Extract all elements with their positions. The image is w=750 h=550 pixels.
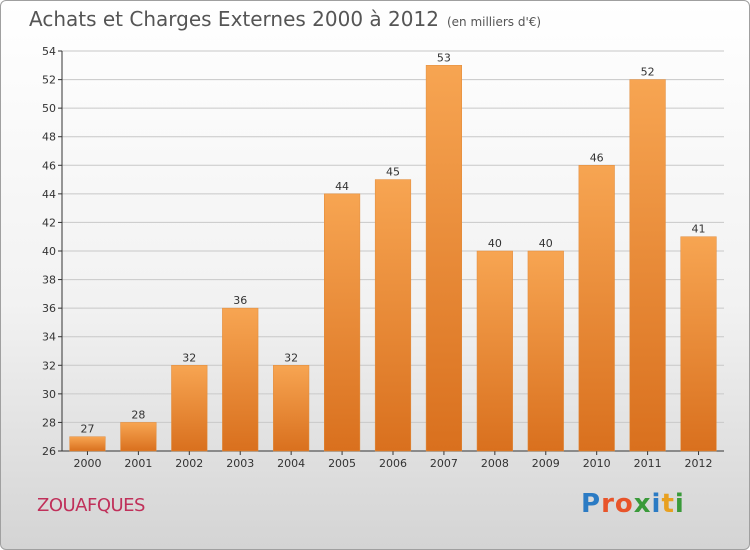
data-label-2004: 32 [284,351,298,364]
data-label-2001: 28 [131,408,145,421]
labels: 26 28 30 32 34 36 38 40 42 44 46 48 50 52 54 27 2000 28 20… [42,45,713,470]
bar-2012 [680,236,717,452]
x-tick-label: 2009 [532,457,560,470]
logo-letter: x [633,489,652,519]
chart-subtitle: (en milliers d'€) [446,15,542,29]
bars [69,65,717,452]
data-label-2006: 45 [386,166,400,179]
bar-2006 [374,179,412,452]
data-label-2000: 27 [80,423,94,436]
y-tick-label: 52 [42,74,56,87]
x-tick-label: 2001 [124,457,152,470]
bar-2003 [222,307,259,452]
x-tick-label: 2000 [73,457,101,470]
y-tick-label: 32 [42,359,56,372]
chart-title: Achats et Charges Externes 2000 à 2012 (e… [29,7,541,31]
y-tick-label: 30 [42,388,56,401]
bar-2008 [476,250,513,452]
data-label-2011: 52 [641,66,655,79]
chart-title-text: Achats et Charges Externes 2000 à 2012 [29,7,439,31]
bar-2004 [273,365,310,452]
y-tick-label: 54 [42,45,56,58]
logo-letter: o [614,489,634,519]
data-label-2010: 46 [590,151,604,164]
bar-2011 [629,79,666,452]
data-label-2009: 40 [539,237,553,250]
y-tick-label: 48 [42,131,56,144]
logo-letter: i [651,489,662,519]
x-tick-label: 2010 [583,457,611,470]
x-tick-label: 2011 [634,457,662,470]
bar-2009 [527,250,564,452]
bar-2005 [324,193,361,452]
bar-2002 [171,365,208,452]
y-tick-label: 42 [42,216,56,229]
x-tick-label: 2008 [481,457,509,470]
logo-letter: P [581,489,602,519]
bar-2007 [425,65,462,452]
x-tick-label: 2012 [685,457,713,470]
y-tick-label: 28 [42,416,56,429]
x-tick-label: 2004 [277,457,305,470]
y-tick-label: 34 [42,331,56,344]
data-label-2002: 32 [182,351,196,364]
y-tick-label: 26 [42,445,56,458]
x-tick-label: 2005 [328,457,356,470]
data-label-2008: 40 [488,237,502,250]
bar-2001 [120,422,157,452]
data-label-2003: 36 [233,294,247,307]
commune-name: ZOUAFQUES [37,495,145,516]
proxiti-logo[interactable]: Proxiti [581,489,685,519]
x-tick-label: 2003 [226,457,254,470]
x-tick-label: 2006 [379,457,407,470]
logo-letter: r [601,489,615,519]
y-tick-label: 44 [42,188,56,201]
bar-2000 [69,436,106,452]
x-tick-label: 2002 [175,457,203,470]
y-tick-label: 40 [42,245,56,258]
data-label-2007: 53 [437,51,451,64]
data-label-2005: 44 [335,180,349,193]
y-tick-label: 36 [42,302,56,315]
x-tick-label: 2007 [430,457,458,470]
data-label-2012: 41 [692,223,706,236]
logo-letter: t [661,489,675,519]
y-tick-label: 46 [42,159,56,172]
bar-2010 [578,165,615,452]
y-tick-label: 38 [42,274,56,287]
logo-letter: i [674,489,685,519]
y-tick-label: 50 [42,102,56,115]
